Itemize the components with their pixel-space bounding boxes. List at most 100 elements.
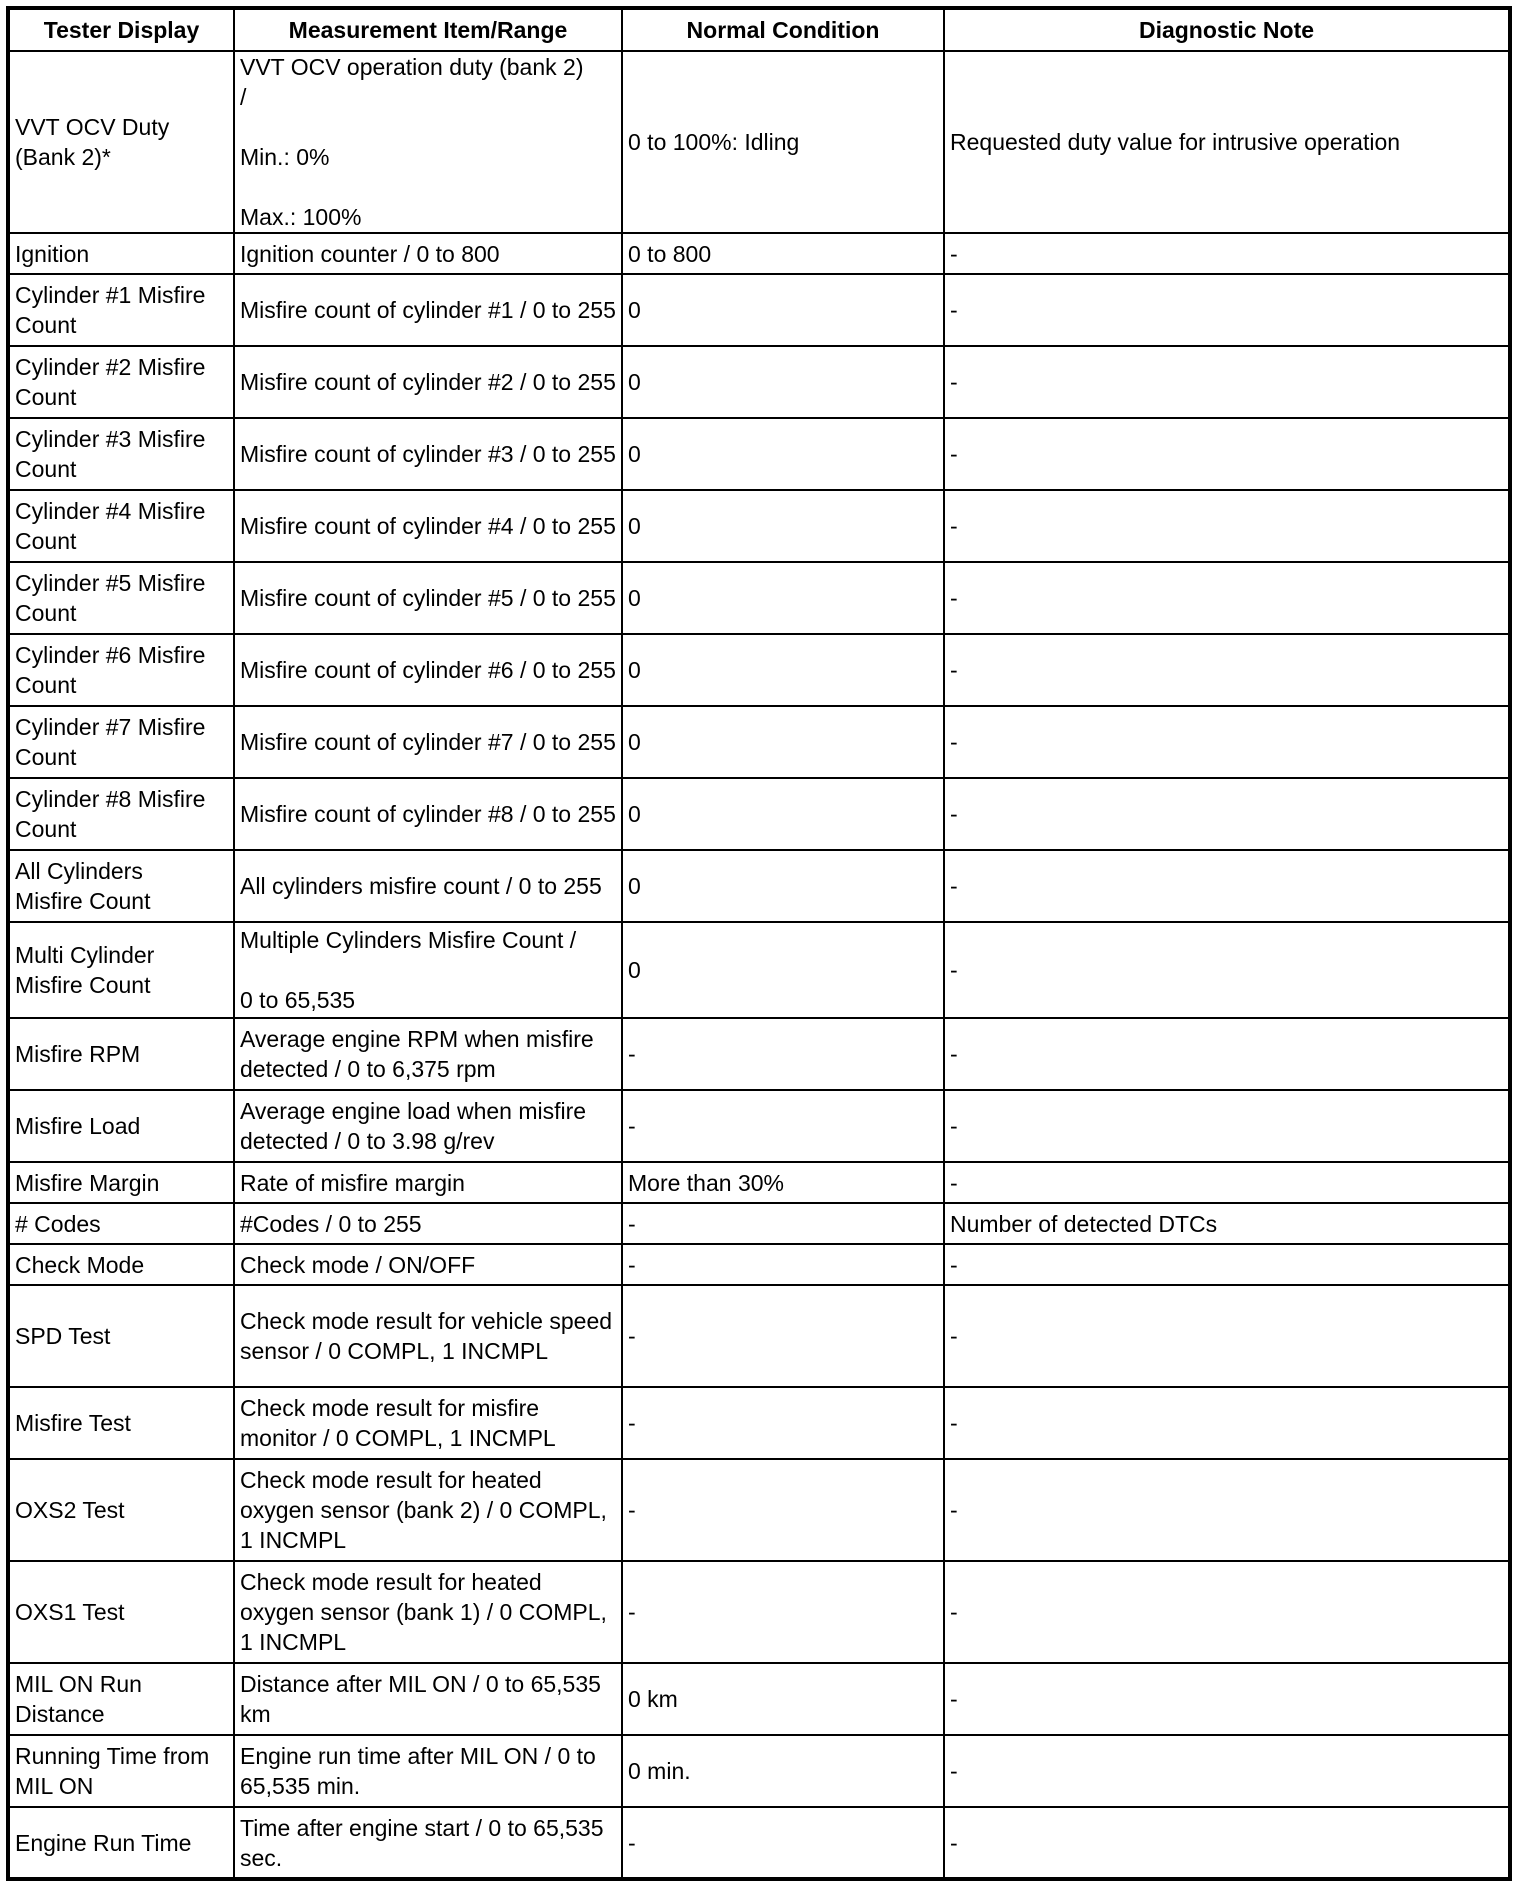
tester-display-cell: Cylinder #3 Misfire Count — [7, 417, 235, 491]
tester-display-cell: Misfire Load — [7, 1089, 235, 1163]
header-tester-display: Tester Display — [7, 7, 235, 52]
normal-condition-cell: 0 — [621, 417, 945, 491]
tester-display-cell: Ignition — [7, 232, 235, 275]
tester-display-cell: Running Time from MIL ON — [7, 1734, 235, 1808]
table-row: Misfire RPM Average engine RPM when misfi… — [7, 1017, 1511, 1091]
diagnostic-note-cell: - — [943, 1161, 1511, 1204]
diagnostic-note-cell: - — [943, 1806, 1511, 1880]
measurement-item-cell: Check mode result for misfire monitor / … — [233, 1386, 623, 1460]
measurement-item-cell: VVT OCV operation duty (bank 2) / Min.: … — [233, 50, 623, 234]
header-normal-condition: Normal Condition — [621, 7, 945, 52]
measurement-item-cell: Misfire count of cylinder #8 / 0 to 255 — [233, 777, 623, 851]
table-row: SPD Test Check mode result for vehicle sp… — [7, 1284, 1511, 1388]
table-row: Engine Run Time Time after engine start /… — [7, 1806, 1511, 1880]
tester-display-cell: OXS1 Test — [7, 1560, 235, 1664]
diagnostic-note-cell: - — [943, 705, 1511, 779]
table-row: Running Time from MIL ON Engine run time … — [7, 1734, 1511, 1808]
measurement-item-cell: #Codes / 0 to 255 — [233, 1202, 623, 1245]
header-row: Tester Display Measurement Item/Range No… — [7, 7, 1511, 52]
table-row: Cylinder #2 Misfire Count Misfire count o… — [7, 345, 1511, 419]
diagnostic-note-cell: - — [943, 921, 1511, 1019]
measurement-item-cell: Misfire count of cylinder #1 / 0 to 255 — [233, 273, 623, 347]
diagnostic-note-cell: - — [943, 1243, 1511, 1286]
normal-condition-cell: 0 — [621, 273, 945, 347]
measurement-item-cell: Engine run time after MIL ON / 0 to 65,5… — [233, 1734, 623, 1808]
diagnostic-note-cell: - — [943, 1284, 1511, 1388]
tester-display-cell: Misfire RPM — [7, 1017, 235, 1091]
tester-display-cell: Cylinder #8 Misfire Count — [7, 777, 235, 851]
tester-display-cell: Misfire Margin — [7, 1161, 235, 1204]
tester-display-cell: # Codes — [7, 1202, 235, 1245]
table-row: Misfire Load Average engine load when mis… — [7, 1089, 1511, 1163]
tester-display-cell: Cylinder #4 Misfire Count — [7, 489, 235, 563]
measurement-item-cell: Misfire count of cylinder #6 / 0 to 255 — [233, 633, 623, 707]
normal-condition-cell: - — [621, 1243, 945, 1286]
tester-display-cell: Cylinder #5 Misfire Count — [7, 561, 235, 635]
diagnostic-note-cell: - — [943, 1089, 1511, 1163]
normal-condition-cell: - — [621, 1458, 945, 1562]
tester-display-cell: All Cylinders Misfire Count — [7, 849, 235, 923]
header-diagnostic-note: Diagnostic Note — [943, 7, 1511, 52]
diagnostic-note-cell: - — [943, 417, 1511, 491]
measurement-item-cell: Check mode result for heated oxygen sens… — [233, 1560, 623, 1664]
diagnostic-note-cell: Number of detected DTCs — [943, 1202, 1511, 1245]
diagnostic-note-cell: - — [943, 849, 1511, 923]
diagnostic-note-cell: - — [943, 1386, 1511, 1460]
measurement-item-cell: Misfire count of cylinder #7 / 0 to 255 — [233, 705, 623, 779]
normal-condition-cell: 0 — [621, 633, 945, 707]
diagnostic-note-cell: - — [943, 633, 1511, 707]
measurement-item-cell: Check mode result for heated oxygen sens… — [233, 1458, 623, 1562]
tester-display-cell: Multi Cylinder Misfire Count — [7, 921, 235, 1019]
tester-display-cell: MIL ON Run Distance — [7, 1662, 235, 1736]
normal-condition-cell: - — [621, 1017, 945, 1091]
table-row: Cylinder #5 Misfire Count Misfire count o… — [7, 561, 1511, 635]
table-row: Cylinder #8 Misfire Count Misfire count o… — [7, 777, 1511, 851]
tester-display-cell: Cylinder #2 Misfire Count — [7, 345, 235, 419]
table-row: OXS2 Test Check mode result for heated ox… — [7, 1458, 1511, 1562]
diagnostic-note-cell: - — [943, 489, 1511, 563]
normal-condition-cell: 0 — [621, 705, 945, 779]
tester-display-cell: OXS2 Test — [7, 1458, 235, 1562]
header-measurement-item: Measurement Item/Range — [233, 7, 623, 52]
table-row: OXS1 Test Check mode result for heated ox… — [7, 1560, 1511, 1664]
normal-condition-cell: - — [621, 1202, 945, 1245]
table-row: VVT OCV Duty (Bank 2)* VVT OCV operation … — [7, 50, 1511, 234]
measurement-item-cell: Average engine RPM when misfire detected… — [233, 1017, 623, 1091]
measurement-item-cell: Average engine load when misfire detecte… — [233, 1089, 623, 1163]
diagnostic-note-cell: - — [943, 273, 1511, 347]
normal-condition-cell: 0 km — [621, 1662, 945, 1736]
normal-condition-cell: - — [621, 1560, 945, 1664]
measurement-item-cell: Time after engine start / 0 to 65,535 se… — [233, 1806, 623, 1880]
normal-condition-cell: 0 min. — [621, 1734, 945, 1808]
tester-display-cell: Misfire Test — [7, 1386, 235, 1460]
diagnostic-note-cell: - — [943, 1560, 1511, 1664]
table-row: MIL ON Run Distance Distance after MIL ON… — [7, 1662, 1511, 1736]
measurement-item-cell: Rate of misfire margin — [233, 1161, 623, 1204]
diagnostic-note-cell: - — [943, 561, 1511, 635]
normal-condition-cell: 0 — [621, 921, 945, 1019]
diagnostic-note-cell: - — [943, 1017, 1511, 1091]
table-row: # Codes #Codes / 0 to 255- Number of detec… — [7, 1202, 1511, 1245]
table-row: Misfire Margin Rate of misfire margin More… — [7, 1161, 1511, 1204]
diagnostic-note-cell: - — [943, 777, 1511, 851]
normal-condition-cell: 0 — [621, 849, 945, 923]
measurement-item-cell: Misfire count of cylinder #5 / 0 to 255 — [233, 561, 623, 635]
table-row: Multi Cylinder Misfire Count Multiple Cyl… — [7, 921, 1511, 1019]
measurement-item-cell: Check mode / ON/OFF — [233, 1243, 623, 1286]
measurement-item-cell: Misfire count of cylinder #4 / 0 to 255 — [233, 489, 623, 563]
diagnostic-note-cell: - — [943, 345, 1511, 419]
tester-display-cell: Cylinder #1 Misfire Count — [7, 273, 235, 347]
table-row: All Cylinders Misfire Count All cylinders… — [7, 849, 1511, 923]
measurement-item-cell: Misfire count of cylinder #2 / 0 to 255 — [233, 345, 623, 419]
normal-condition-cell: - — [621, 1386, 945, 1460]
diagnostic-note-cell: - — [943, 1662, 1511, 1736]
table-row: Check Mode Check mode / ON/OFF - - — [7, 1243, 1511, 1286]
measurement-item-cell: Multiple Cylinders Misfire Count / 0 to … — [233, 921, 623, 1019]
normal-condition-cell: - — [621, 1284, 945, 1388]
tester-display-cell: Check Mode — [7, 1243, 235, 1286]
tester-display-cell: VVT OCV Duty (Bank 2)* — [7, 50, 235, 234]
normal-condition-cell: More than 30% — [621, 1161, 945, 1204]
measurement-item-cell: Ignition counter / 0 to 800 — [233, 232, 623, 275]
measurement-item-cell: Check mode result for vehicle speed sens… — [233, 1284, 623, 1388]
diagnostic-note-cell: - — [943, 1458, 1511, 1562]
